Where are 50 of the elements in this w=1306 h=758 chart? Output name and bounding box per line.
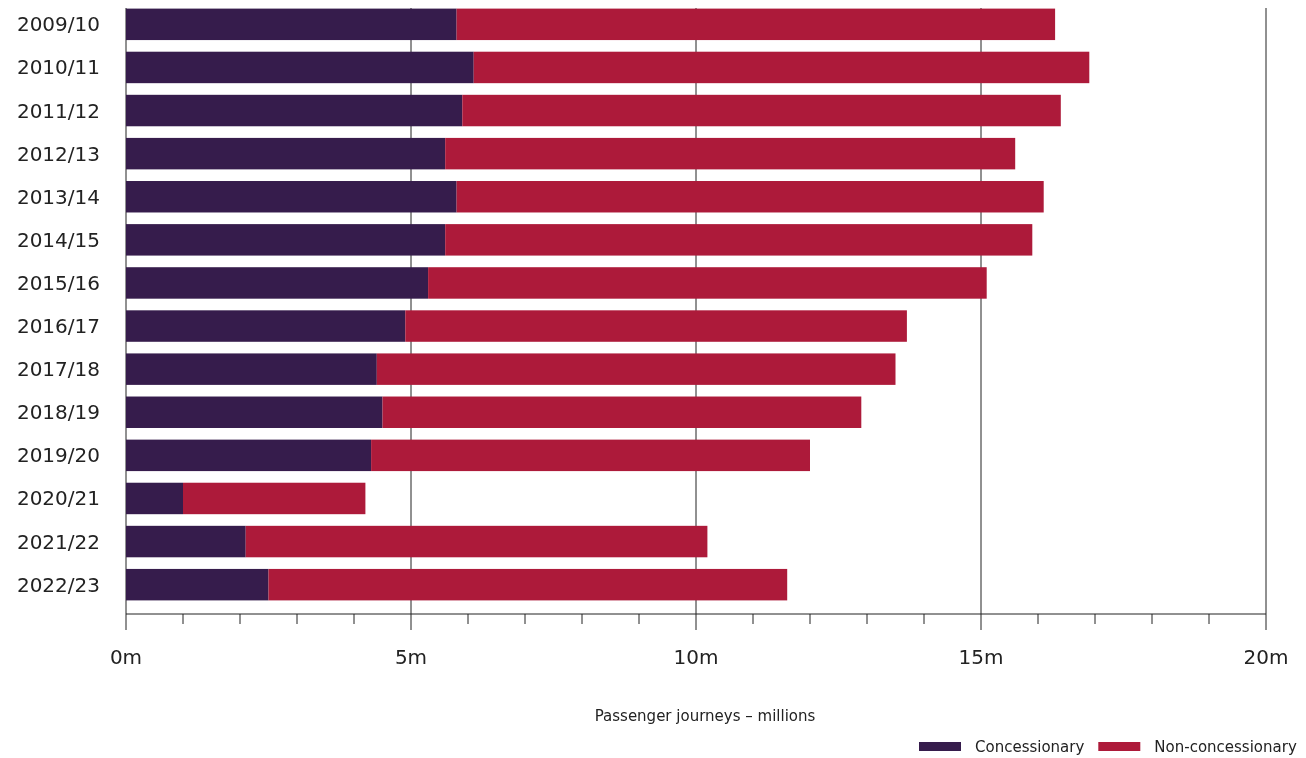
- bar: [183, 482, 366, 515]
- bar: [126, 568, 269, 601]
- bar: [126, 51, 474, 84]
- bar: [126, 353, 377, 385]
- y-tick-label: 2017/18: [16, 357, 100, 382]
- x-tick-label: 5m: [394, 645, 428, 669]
- bar: [371, 439, 810, 472]
- legend-label: Non-concessionary: [1154, 738, 1297, 756]
- y-tick-label: 2014/15: [16, 227, 100, 252]
- y-tick-label: 2013/14: [16, 184, 100, 209]
- y-tick-label: 2019/20: [16, 443, 100, 468]
- bar: [473, 51, 1090, 84]
- legend-label: Concessionary: [975, 738, 1085, 756]
- bar: [428, 267, 987, 299]
- x-tick-label: 15m: [958, 645, 1004, 669]
- bar: [268, 568, 788, 601]
- y-tick-label: 2018/19: [16, 400, 100, 425]
- bar: [126, 482, 183, 515]
- bar: [126, 267, 429, 299]
- y-tick-label: 2022/23: [16, 572, 100, 597]
- bar: [405, 310, 907, 342]
- x-tick-label: 0m: [109, 645, 143, 669]
- x-tick-label: 10m: [673, 645, 719, 669]
- bar: [126, 181, 457, 213]
- y-tick-label: 2010/11: [16, 55, 100, 80]
- bar: [456, 8, 1056, 41]
- y-tick-label: 2012/13: [16, 141, 100, 166]
- bar: [376, 353, 896, 385]
- y-tick-label: 2021/22: [16, 529, 100, 554]
- bar: [382, 396, 862, 428]
- bar: [126, 224, 446, 256]
- x-axis-title: Passenger journeys – millions: [594, 707, 816, 725]
- y-tick-label: 2015/16: [16, 270, 100, 295]
- bar: [126, 525, 246, 558]
- bar: [445, 224, 1033, 256]
- y-tick-label: 2016/17: [16, 314, 100, 339]
- bar: [445, 137, 1016, 170]
- x-tick-label: 20m: [1243, 645, 1289, 669]
- bar: [126, 8, 457, 41]
- bar: [126, 439, 372, 472]
- bar: [462, 94, 1061, 127]
- bar: [456, 181, 1044, 213]
- y-tick-label: 2020/21: [16, 486, 100, 511]
- bar: [126, 396, 383, 428]
- bar: [126, 94, 463, 127]
- y-tick-label: 2011/12: [16, 98, 100, 123]
- y-tick-label: 2009/10: [16, 12, 100, 37]
- bar: [245, 525, 708, 558]
- bar: [126, 310, 406, 342]
- bar: [126, 137, 446, 170]
